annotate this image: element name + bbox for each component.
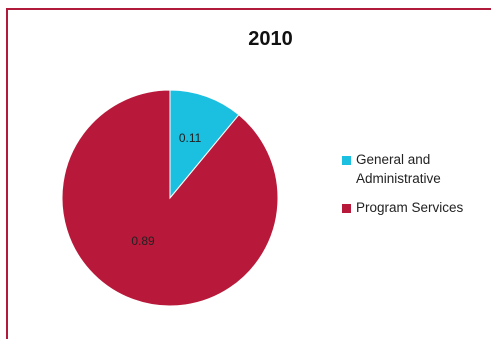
- frame-left-border: [6, 8, 8, 339]
- data-label-program-services: 0.89: [131, 234, 155, 248]
- legend-label-program-services: Program Services: [356, 200, 464, 215]
- legend-label-line: General and: [356, 152, 431, 167]
- legend: General and Administrative Program Servi…: [342, 150, 491, 227]
- legend-label-general-administrative: General and Administrative: [356, 150, 441, 188]
- legend-swatch-program-services: [342, 204, 351, 213]
- pie-slice-program-services: [61, 89, 279, 307]
- legend-item-general-administrative: General and Administrative: [342, 150, 491, 188]
- legend-item-program-services: Program Services: [342, 198, 491, 217]
- legend-swatch-general-administrative: [342, 156, 351, 165]
- pie-slice-general-and-administrative: [169, 89, 240, 200]
- frame-top-border: [6, 8, 491, 10]
- legend-label-line: Administrative: [356, 171, 441, 186]
- data-label-general-and-administrative: 0.11: [179, 131, 202, 145]
- chart-title: 2010: [248, 28, 293, 50]
